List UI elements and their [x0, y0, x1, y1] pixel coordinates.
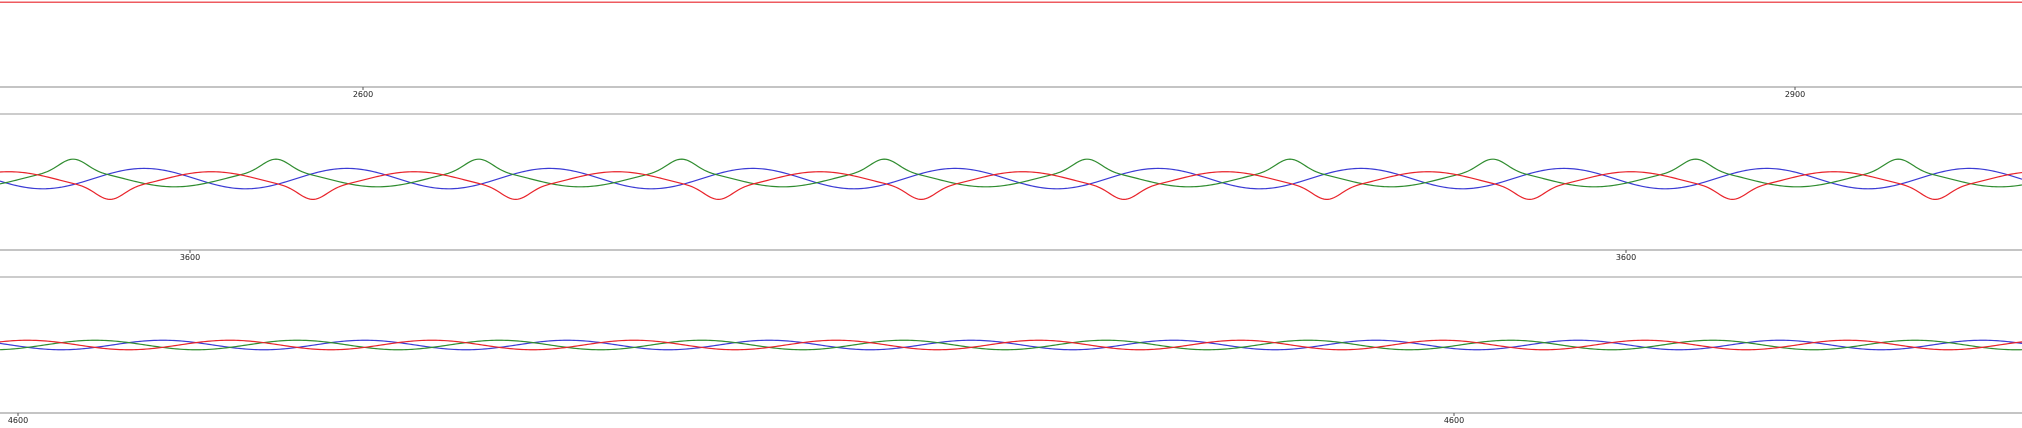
series-line-2: [0, 158, 2022, 188]
x-tick-label: 4600: [8, 416, 28, 425]
x-tick-label: 2900: [1785, 90, 1805, 99]
series-line-1: [0, 339, 2022, 351]
series-line-3: [0, 171, 2022, 201]
chart-panel-2: 3600 3600: [0, 113, 2022, 262]
chart-panel-1: 2600 2900: [0, 1, 2022, 99]
series-line-3: [0, 339, 2022, 351]
x-tick-label: 2600: [353, 90, 373, 99]
series-line-1: [0, 167, 2022, 190]
x-tick-label: 4600: [1444, 416, 1464, 425]
chart-panel-3: 4600 4600: [0, 276, 2022, 425]
x-tick-label: 3600: [1616, 253, 1636, 262]
x-tick-label: 3600: [180, 253, 200, 262]
series-line-2: [0, 339, 2022, 351]
